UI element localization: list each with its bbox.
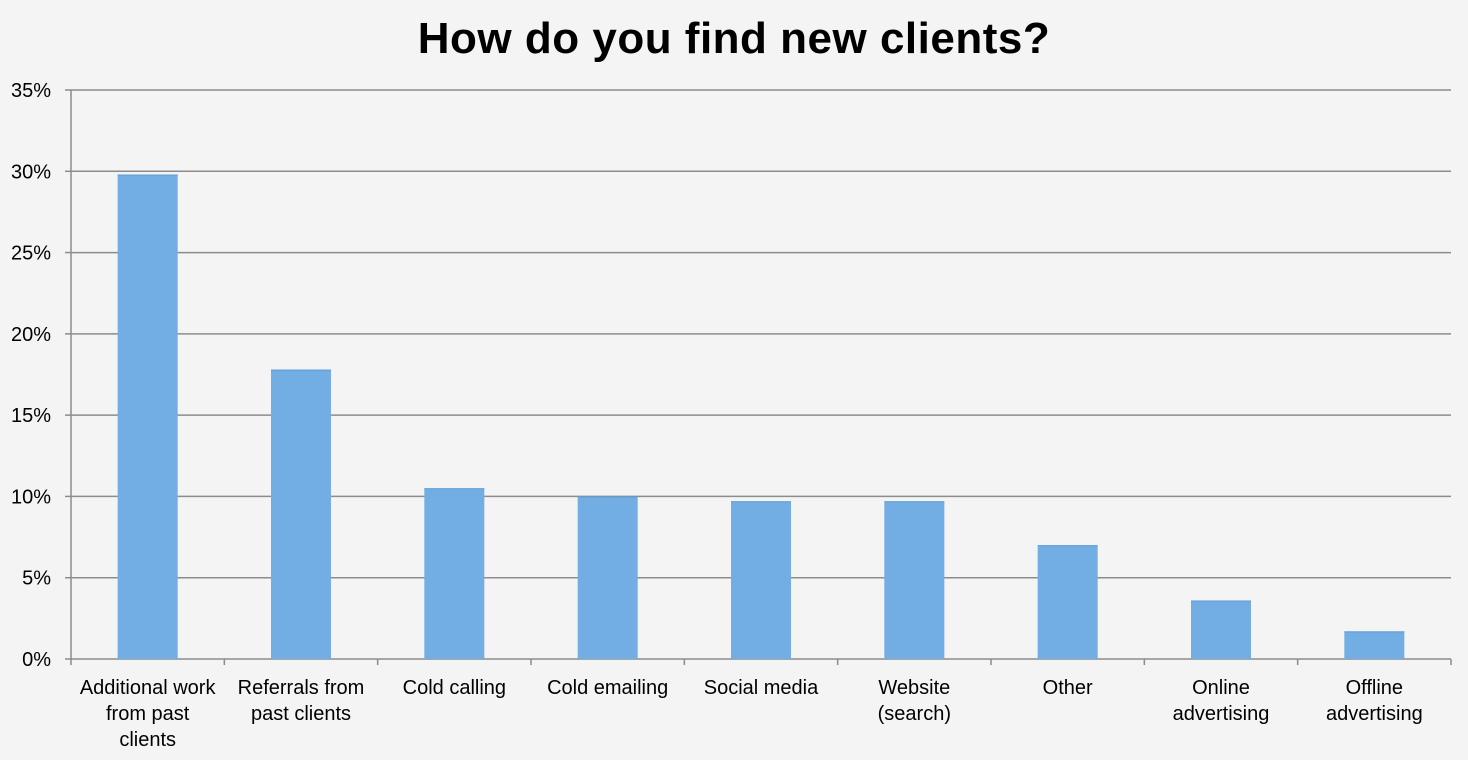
x-category-label-line: Social media xyxy=(704,677,819,699)
x-category-label-line: from past xyxy=(106,703,190,725)
x-category-label-line: advertising xyxy=(1173,703,1270,725)
x-category-label-line: past clients xyxy=(251,703,351,725)
bar xyxy=(731,501,791,659)
chart-title: How do you find new clients? xyxy=(417,14,1051,63)
bar xyxy=(1191,600,1251,659)
x-category-label-line: Online xyxy=(1192,677,1250,699)
y-tick-label: 30% xyxy=(11,161,51,183)
bars xyxy=(117,174,1405,659)
y-tick-label: 10% xyxy=(11,486,51,508)
x-category-label: Referrals from past clients xyxy=(238,677,365,725)
bar xyxy=(424,488,485,659)
x-category-label: Website (search) xyxy=(878,677,951,725)
bar xyxy=(271,369,331,659)
bar xyxy=(1344,631,1405,659)
x-category-label-line: clients xyxy=(119,729,176,751)
x-category-label-line: advertising xyxy=(1326,703,1423,725)
x-category-label: Social media xyxy=(704,677,819,699)
x-category-label-line: (search) xyxy=(878,703,951,725)
x-category-label-line: Other xyxy=(1043,677,1093,699)
bar xyxy=(577,496,638,659)
x-category-label: Additional work from past clients xyxy=(80,677,217,751)
x-category-label-line: Offline xyxy=(1346,677,1403,699)
x-category-label-line: Cold emailing xyxy=(547,677,668,699)
x-category-label: Online advertising xyxy=(1173,677,1270,725)
y-tick-label: 0% xyxy=(22,649,51,671)
y-tick-label: 25% xyxy=(11,243,51,265)
x-category-labels: Additional work from past clients Referrals… xyxy=(80,677,1423,751)
x-category-label-line: Website xyxy=(878,677,950,699)
y-tick-labels: 0% 5% 10% 15% 20% 25% 30% 35% xyxy=(11,80,51,671)
y-tick-label: 15% xyxy=(11,405,51,427)
y-tick-label: 35% xyxy=(11,80,51,102)
x-category-label: Cold calling xyxy=(403,677,506,699)
x-category-label-line: Cold calling xyxy=(403,677,506,699)
x-category-label: Cold emailing xyxy=(547,677,668,699)
x-category-label: Other xyxy=(1043,677,1093,699)
y-tick-label: 5% xyxy=(22,568,51,590)
y-tick-label: 20% xyxy=(11,324,51,346)
x-category-label-line: Referrals from xyxy=(238,677,365,699)
x-category-label: Offline advertising xyxy=(1326,677,1423,725)
x-category-label-line: Additional work xyxy=(80,677,217,699)
bar xyxy=(1037,545,1098,659)
bar xyxy=(884,501,945,659)
bar xyxy=(117,174,178,659)
